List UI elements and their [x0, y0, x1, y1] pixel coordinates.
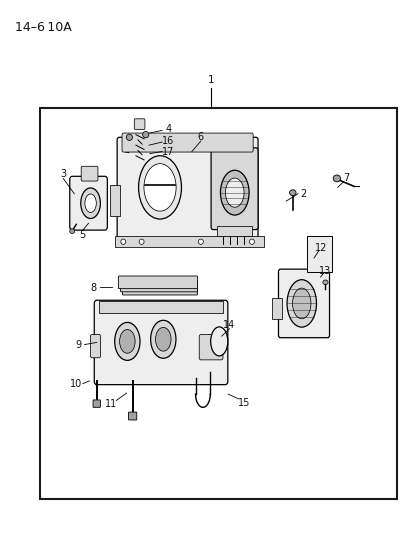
Text: 6: 6	[197, 132, 204, 142]
Ellipse shape	[81, 188, 100, 219]
Ellipse shape	[70, 229, 74, 233]
Ellipse shape	[322, 280, 328, 285]
Ellipse shape	[119, 329, 135, 353]
Text: 14–6 10A: 14–6 10A	[15, 21, 71, 34]
Ellipse shape	[121, 239, 126, 244]
Text: 16: 16	[161, 136, 174, 146]
FancyBboxPatch shape	[122, 282, 197, 295]
FancyBboxPatch shape	[118, 276, 197, 289]
Text: 2: 2	[299, 189, 305, 199]
Text: 4: 4	[165, 124, 171, 134]
Text: 15: 15	[237, 398, 249, 408]
Ellipse shape	[114, 322, 140, 360]
Ellipse shape	[139, 239, 144, 244]
Bar	[306, 236, 331, 272]
FancyBboxPatch shape	[120, 279, 197, 292]
Ellipse shape	[126, 134, 132, 140]
Bar	[271, 298, 281, 319]
Ellipse shape	[138, 156, 181, 219]
FancyBboxPatch shape	[70, 176, 107, 230]
Ellipse shape	[286, 280, 316, 327]
FancyBboxPatch shape	[93, 400, 100, 407]
Ellipse shape	[142, 132, 148, 138]
Ellipse shape	[155, 327, 171, 351]
Text: 9: 9	[75, 340, 81, 350]
FancyBboxPatch shape	[117, 138, 257, 240]
Ellipse shape	[198, 239, 203, 244]
Bar	[40, 108, 396, 498]
Bar	[99, 301, 223, 313]
Text: 11: 11	[104, 399, 117, 409]
Ellipse shape	[144, 164, 176, 211]
Ellipse shape	[292, 288, 310, 319]
Text: 10: 10	[70, 378, 82, 389]
Text: 1: 1	[207, 75, 214, 85]
Text: 8: 8	[90, 282, 96, 293]
Bar	[217, 226, 252, 237]
Bar	[110, 185, 120, 216]
Text: 7: 7	[342, 173, 348, 183]
Ellipse shape	[150, 320, 176, 358]
Ellipse shape	[210, 327, 227, 356]
FancyBboxPatch shape	[134, 119, 145, 130]
Ellipse shape	[85, 194, 96, 213]
Text: 12: 12	[314, 243, 327, 253]
FancyBboxPatch shape	[128, 412, 136, 420]
Text: 14: 14	[223, 319, 235, 329]
Ellipse shape	[289, 190, 295, 196]
FancyBboxPatch shape	[90, 335, 100, 358]
FancyBboxPatch shape	[94, 300, 227, 385]
Ellipse shape	[220, 170, 249, 215]
Text: 5: 5	[79, 230, 85, 240]
FancyBboxPatch shape	[211, 148, 257, 230]
Text: 17: 17	[161, 147, 174, 157]
Ellipse shape	[225, 178, 244, 207]
Bar	[115, 237, 263, 247]
FancyBboxPatch shape	[81, 166, 98, 181]
Ellipse shape	[249, 239, 254, 244]
FancyBboxPatch shape	[278, 269, 329, 338]
FancyBboxPatch shape	[122, 133, 252, 152]
FancyBboxPatch shape	[199, 335, 222, 360]
Text: 3: 3	[60, 169, 66, 179]
Ellipse shape	[332, 175, 340, 182]
Text: 13: 13	[318, 266, 331, 276]
